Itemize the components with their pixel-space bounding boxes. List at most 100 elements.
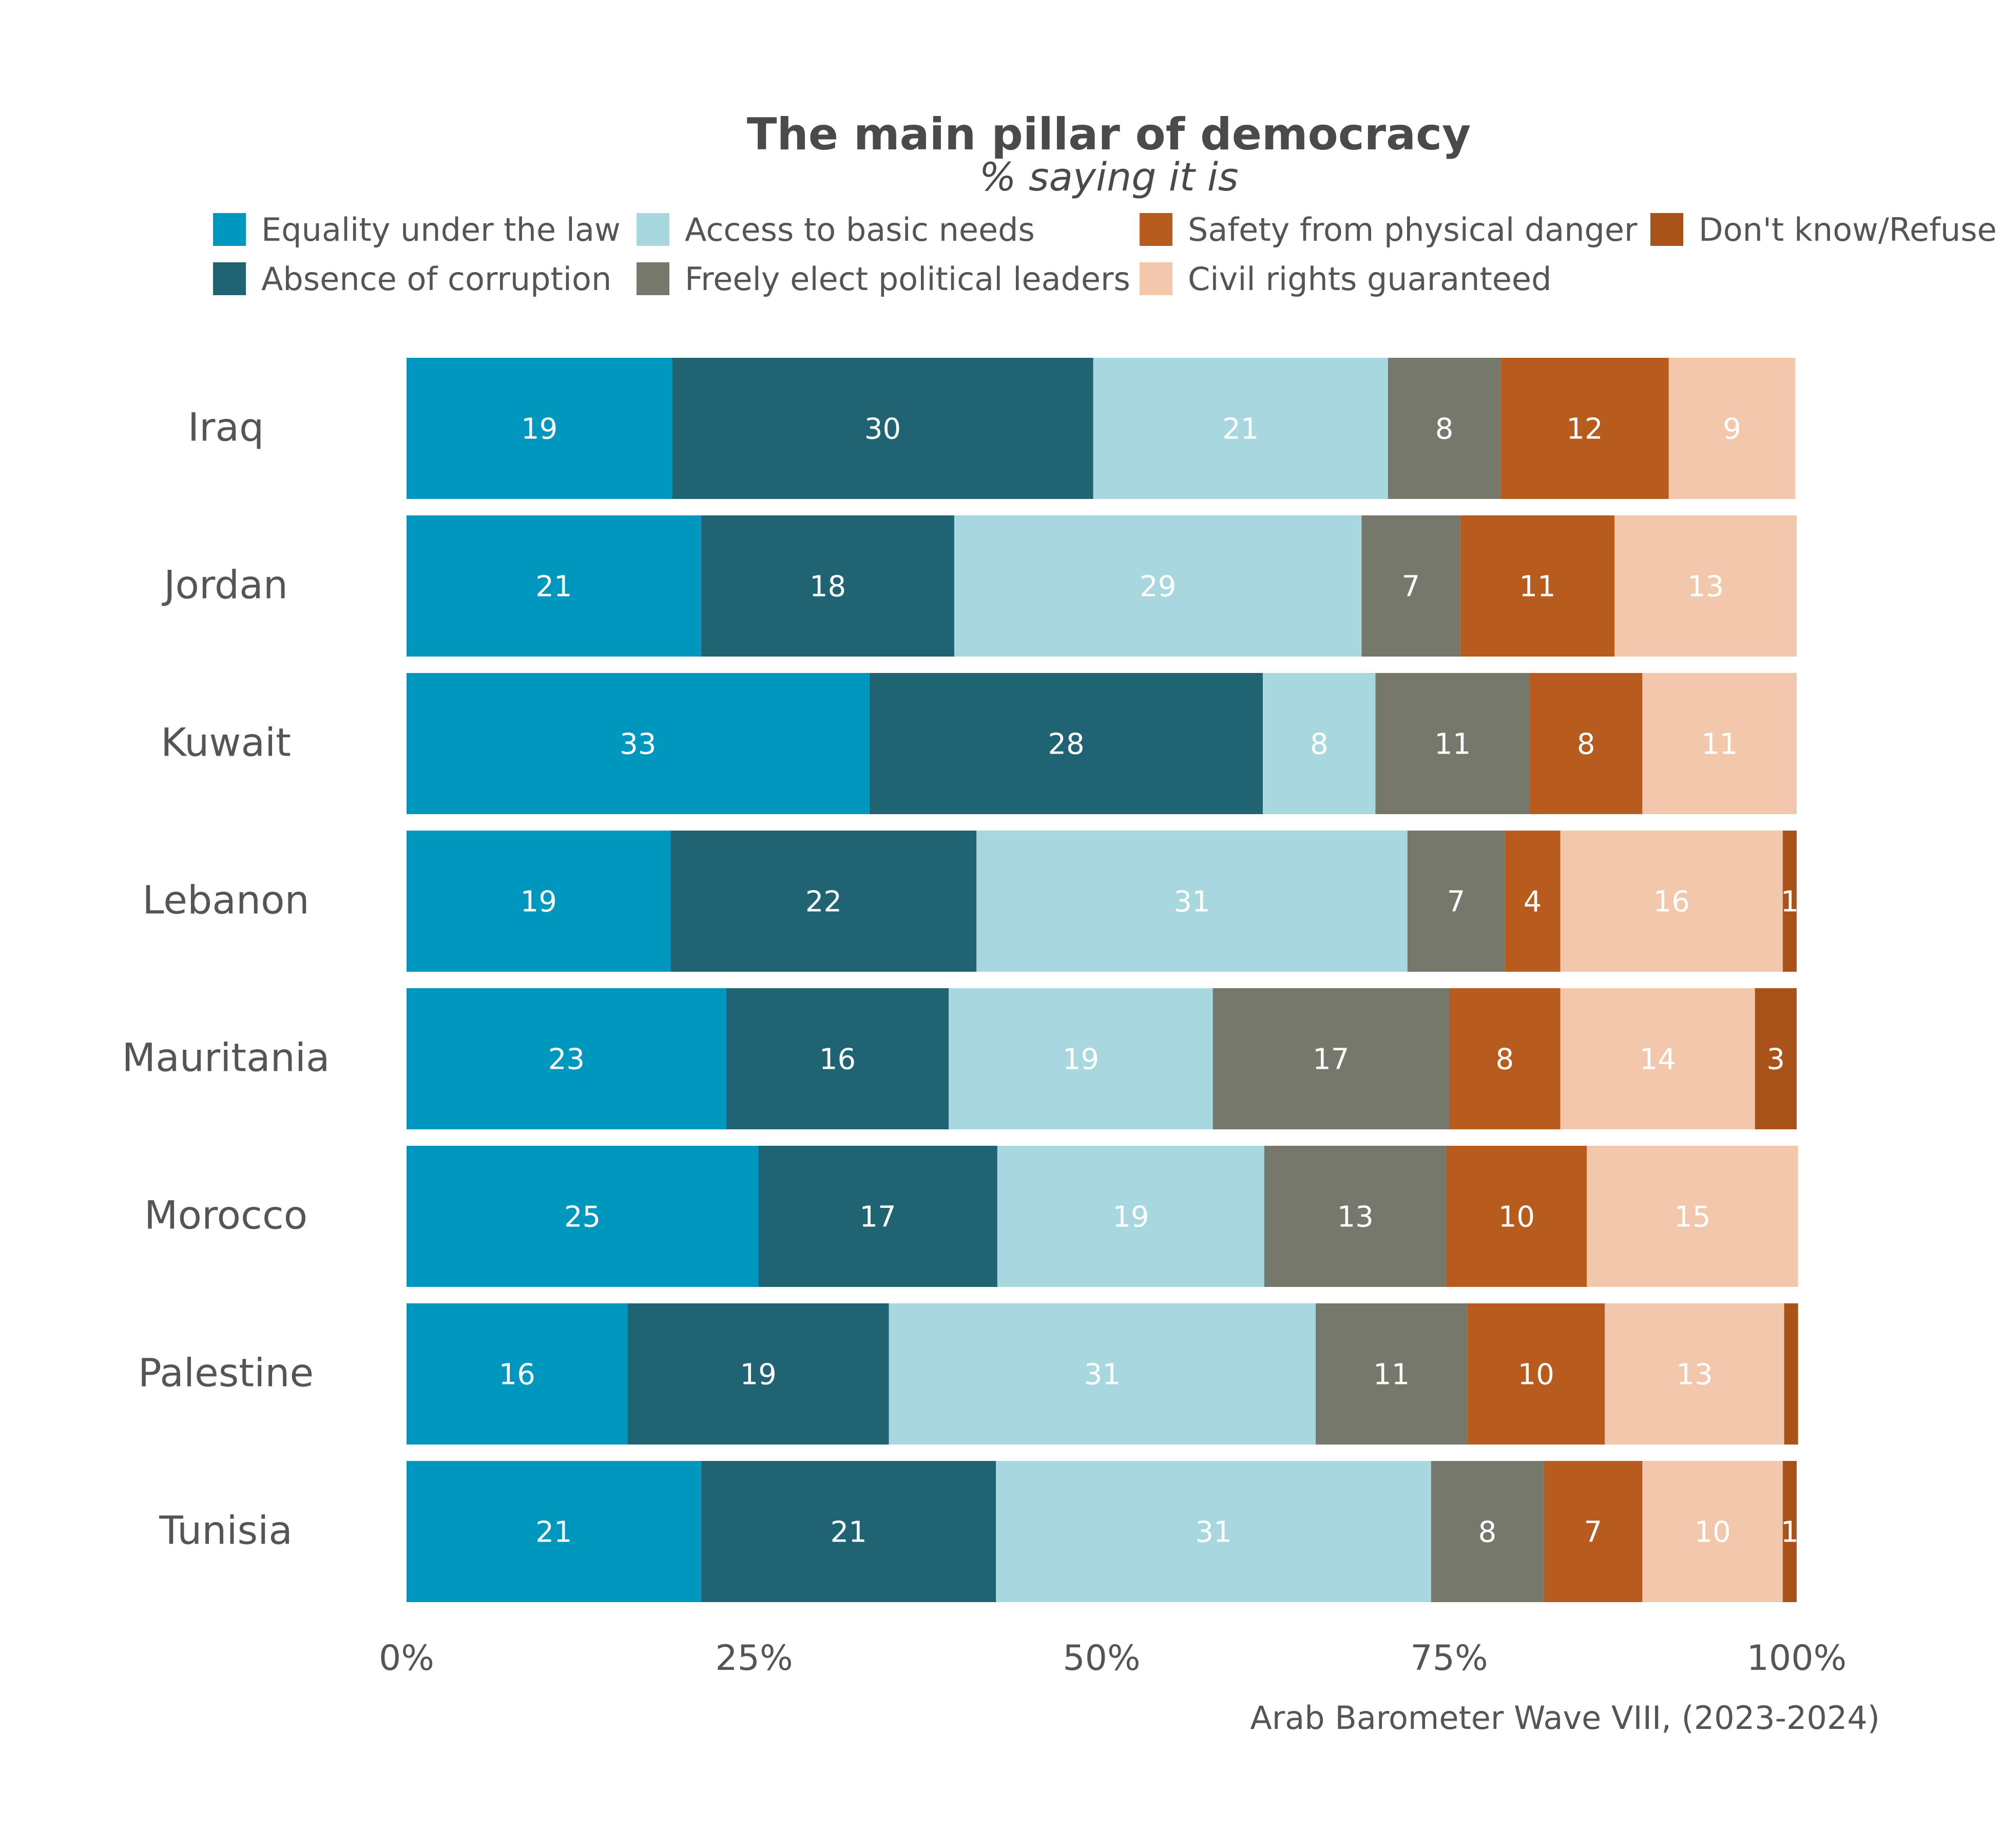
- data-label: 11: [1701, 728, 1738, 761]
- data-label: 33: [620, 728, 656, 761]
- data-label: 13: [1337, 1201, 1374, 1234]
- bar-segment: [1530, 673, 1643, 814]
- bar-segment: [1446, 1146, 1587, 1287]
- data-label: 14: [1640, 1043, 1676, 1076]
- bar-segment: [976, 831, 1408, 972]
- bar-segment: [1388, 358, 1501, 499]
- data-label: 16: [499, 1358, 535, 1392]
- bar-segment: [1361, 515, 1460, 657]
- data-label: 21: [831, 1516, 867, 1549]
- x-tick-label: 50%: [1063, 1638, 1140, 1679]
- category-label: Lebanon: [142, 877, 309, 923]
- bar-segment: [889, 1303, 1316, 1445]
- bar-segment: [1093, 358, 1388, 499]
- bar-segment: [1460, 515, 1615, 657]
- bar-segment: [407, 358, 672, 499]
- bar-segment: [407, 1461, 702, 1602]
- legend-item: Freely elect political leaders: [637, 260, 1130, 298]
- legend-swatch: [213, 262, 246, 295]
- bar-segment: [726, 988, 949, 1129]
- bar-segment: [1560, 988, 1755, 1129]
- bar-segment: [1782, 831, 1797, 972]
- data-label: 31: [1195, 1516, 1231, 1549]
- bar-segment: [407, 515, 702, 657]
- legend-swatch: [1140, 262, 1172, 295]
- data-label: 19: [521, 886, 557, 919]
- data-label: 15: [1674, 1201, 1710, 1234]
- bar-segment: [672, 358, 1093, 499]
- data-label: 21: [535, 570, 572, 604]
- bar-segment: [1587, 1146, 1798, 1287]
- data-label: 13: [1676, 1358, 1712, 1392]
- x-tick-label: 100%: [1747, 1638, 1846, 1679]
- category-label: Tunisia: [159, 1508, 293, 1553]
- bar-segment: [1642, 673, 1797, 814]
- x-tick-label: 75%: [1410, 1638, 1488, 1679]
- legend-item: Civil rights guaranteed: [1140, 260, 1551, 298]
- data-label: 8: [1577, 728, 1595, 761]
- legend: Equality under the law Absence of corrupt…: [213, 211, 2002, 309]
- bar-segment: [1449, 988, 1561, 1129]
- data-label: 18: [810, 570, 846, 604]
- bar-segment: [407, 1146, 759, 1287]
- legend-item: Don't know/Refuse: [1650, 210, 1997, 248]
- data-label: 19: [1063, 1043, 1099, 1076]
- data-label: 7: [1584, 1516, 1602, 1549]
- bar-segment: [1375, 673, 1530, 814]
- legend-label: Access to basic needs: [685, 210, 1035, 248]
- x-tick-label: 25%: [715, 1638, 793, 1679]
- data-label: 22: [805, 886, 842, 919]
- data-label: 10: [1518, 1358, 1554, 1392]
- bar-segment: [1614, 515, 1797, 657]
- legend-label: Don't know/Refuse: [1699, 210, 1997, 248]
- bar-segment: [1467, 1303, 1605, 1445]
- data-label: 17: [859, 1201, 896, 1234]
- legend-swatch: [637, 262, 669, 295]
- bar-segment: [627, 1303, 889, 1445]
- bar-segment: [407, 673, 870, 814]
- category-label: Mauritania: [122, 1035, 330, 1081]
- data-label: 16: [819, 1043, 856, 1076]
- legend-label: Freely elect political leaders: [685, 260, 1130, 298]
- data-label: 7: [1447, 886, 1466, 919]
- legend-swatch: [213, 213, 246, 246]
- data-label: 11: [1519, 570, 1555, 604]
- category-label: Morocco: [144, 1192, 307, 1238]
- bar-segment: [670, 831, 977, 972]
- data-label: 10: [1695, 1516, 1731, 1549]
- bar-segment: [1263, 673, 1376, 814]
- bar-segment: [1642, 1461, 1783, 1602]
- legend-swatch: [1650, 213, 1683, 246]
- bar-segment: [701, 515, 954, 657]
- bar-segment: [1500, 358, 1669, 499]
- category-label: Jordan: [162, 562, 288, 608]
- legend-swatch: [1140, 213, 1172, 246]
- bar-segment: [1407, 831, 1505, 972]
- data-label: 21: [1222, 413, 1259, 446]
- data-label: 19: [740, 1358, 776, 1392]
- bar-segment: [1212, 988, 1449, 1129]
- data-label: 9: [1723, 413, 1741, 446]
- legend-label: Equality under the law: [261, 210, 621, 248]
- legend-item: Equality under the law: [213, 210, 621, 248]
- source-note: Arab Barometer Wave VIII, (2023-2024): [1250, 1699, 1880, 1737]
- bar-segment: [407, 831, 671, 972]
- bar-segment: [1316, 1303, 1468, 1445]
- data-label: 11: [1373, 1358, 1410, 1392]
- data-label: 29: [1140, 570, 1176, 604]
- bar-segment: [1605, 1303, 1784, 1445]
- data-label: 8: [1435, 413, 1454, 446]
- bar-segment: [1264, 1146, 1447, 1287]
- legend-label: Absence of corruption: [261, 260, 612, 298]
- bar-segment: [949, 988, 1213, 1129]
- legend-item: Absence of corruption: [213, 260, 612, 298]
- data-label: 28: [1048, 728, 1084, 761]
- bar-segment: [996, 1461, 1431, 1602]
- data-label: 1: [1781, 886, 1799, 919]
- bar-segment: [1505, 831, 1561, 972]
- bar-segment: [758, 1146, 997, 1287]
- legend-label: Safety from physical danger: [1188, 210, 1638, 248]
- data-label: 21: [535, 1516, 572, 1549]
- bar-segment: [701, 1461, 996, 1602]
- bar-segment: [407, 988, 726, 1129]
